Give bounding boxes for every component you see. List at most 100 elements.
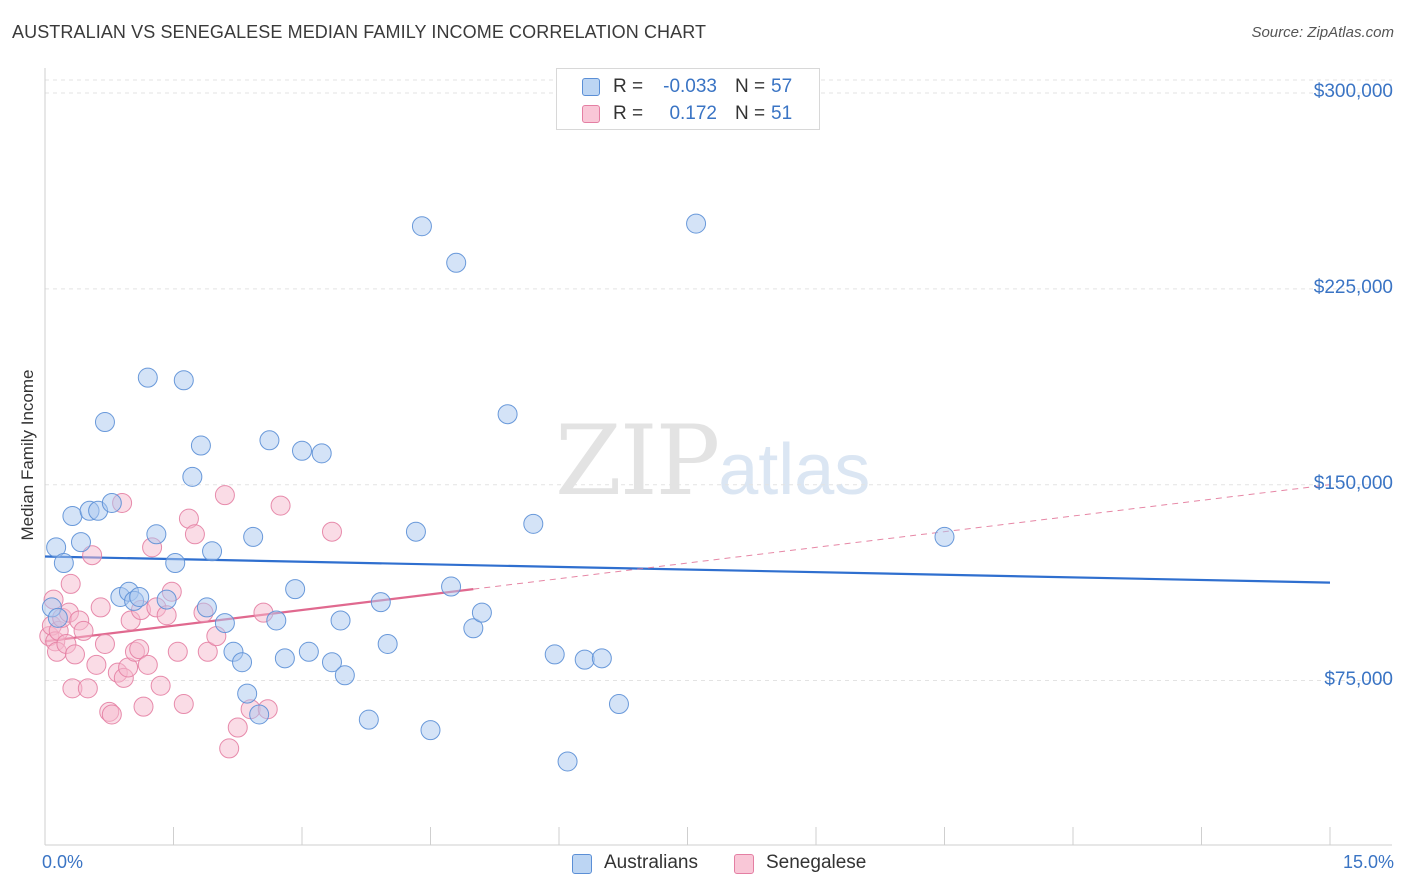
australian-point (274, 648, 295, 669)
trend-line-australians (44, 555, 1331, 584)
senegalese-point (137, 654, 158, 675)
australian-point (237, 683, 258, 704)
bottom-legend-australians: Australians (572, 852, 712, 876)
australian-point (165, 553, 186, 574)
australian-point (523, 513, 544, 534)
senegalese-point (219, 738, 240, 759)
legend-swatch-senegalese (582, 105, 600, 123)
senegalese-point (94, 633, 115, 654)
senegalese-point (73, 620, 94, 641)
trend-line-extension-senegalese (473, 484, 1331, 590)
australian-point (686, 213, 707, 234)
axes (44, 68, 1392, 846)
australian-point (544, 644, 565, 665)
bottom-legend-swatch-australians (572, 854, 592, 874)
australian-point (94, 412, 115, 433)
legend-r-label: R = (613, 103, 644, 124)
watermark: ZIPatlas (555, 405, 870, 517)
bottom-legend-label-australians: Australians (604, 852, 698, 873)
bottom-legend-label-senegalese: Senegalese (766, 852, 867, 873)
australian-point (196, 597, 217, 618)
australian-point (608, 694, 629, 715)
senegalese-point (321, 521, 342, 542)
australian-point (214, 613, 235, 634)
legend-row-senegalese: R = 0.172 N = 51 (557, 100, 819, 128)
australian-point (137, 367, 158, 388)
senegalese-point (150, 675, 171, 696)
legend-n-label: N = (735, 76, 766, 97)
australian-point (377, 633, 398, 654)
senegalese-point (60, 573, 81, 594)
watermark-atlas: atlas (718, 430, 871, 510)
senegalese-point (270, 495, 291, 516)
australian-point (591, 648, 612, 669)
x-tick-label-right: 15.0% (1342, 852, 1394, 872)
chart-title: AUSTRALIAN VS SENEGALESE MEDIAN FAMILY I… (12, 22, 707, 42)
australian-point (182, 466, 203, 487)
australian-point (101, 492, 122, 513)
australian-point (370, 592, 391, 613)
senegalese-point (64, 644, 85, 665)
australian-point (190, 435, 211, 456)
bottom-legend-swatch-senegalese (734, 854, 754, 874)
australian-point (311, 443, 332, 464)
australian-point (47, 607, 68, 628)
senegalese-point (133, 696, 154, 717)
australian-point (497, 404, 518, 425)
correlation-legend: R = -0.033 N = 57 R = 0.172 N = 51 (556, 68, 820, 130)
australian-point (259, 430, 280, 451)
senegalese-point (214, 485, 235, 506)
senegalese-point (86, 654, 107, 675)
australian-point (471, 602, 492, 623)
legend-n-value: 51 (771, 103, 793, 124)
senegalese-point (227, 717, 248, 738)
australian-point (446, 252, 467, 273)
australian-point (202, 541, 223, 562)
senegalese-point (173, 694, 194, 715)
australian-point (934, 526, 955, 547)
australians-points (41, 213, 955, 772)
australian-point (146, 524, 167, 545)
x-tick-label-left: 0.0% (42, 852, 84, 872)
australian-point (411, 216, 432, 237)
legend-row-australians: R = -0.033 N = 57 (557, 73, 819, 101)
australian-point (173, 370, 194, 391)
australian-point (420, 720, 441, 741)
legend-n-label: N = (735, 103, 766, 124)
trend-lines (44, 484, 1331, 643)
australian-point (232, 652, 253, 673)
australian-point (574, 649, 595, 670)
y-tick-label: $225,000 (1313, 276, 1393, 298)
australian-point (358, 709, 379, 730)
australian-point (463, 618, 484, 639)
australian-point (249, 704, 270, 725)
senegalese-point (101, 704, 122, 725)
australian-point (53, 553, 74, 574)
australian-point (330, 610, 351, 631)
senegalese-point (82, 545, 103, 566)
australian-point (321, 652, 342, 673)
source-credit: Source: ZipAtlas.com (1251, 24, 1394, 41)
senegalese-point (167, 641, 188, 662)
senegalese-point (184, 524, 205, 545)
australian-point (285, 579, 306, 600)
australian-point (292, 440, 312, 461)
legend-swatch-australians (582, 78, 600, 96)
grid-lines (45, 79, 1392, 682)
senegalese-point (90, 597, 111, 618)
australian-point (266, 610, 287, 631)
australian-point (405, 521, 426, 542)
legend-n-value: 57 (771, 76, 793, 97)
australian-point (156, 589, 177, 610)
australian-point (243, 526, 264, 547)
senegalese-point (129, 639, 150, 660)
legend-r-value: -0.033 (663, 76, 717, 97)
australian-point (70, 532, 91, 553)
senegalese-point (77, 678, 98, 699)
australian-point (62, 506, 83, 527)
australian-point (129, 586, 150, 607)
bottom-legend-senegalese: Senegalese (734, 852, 884, 876)
senegalese-point (197, 641, 218, 662)
watermark-zip: ZIP (555, 405, 720, 517)
